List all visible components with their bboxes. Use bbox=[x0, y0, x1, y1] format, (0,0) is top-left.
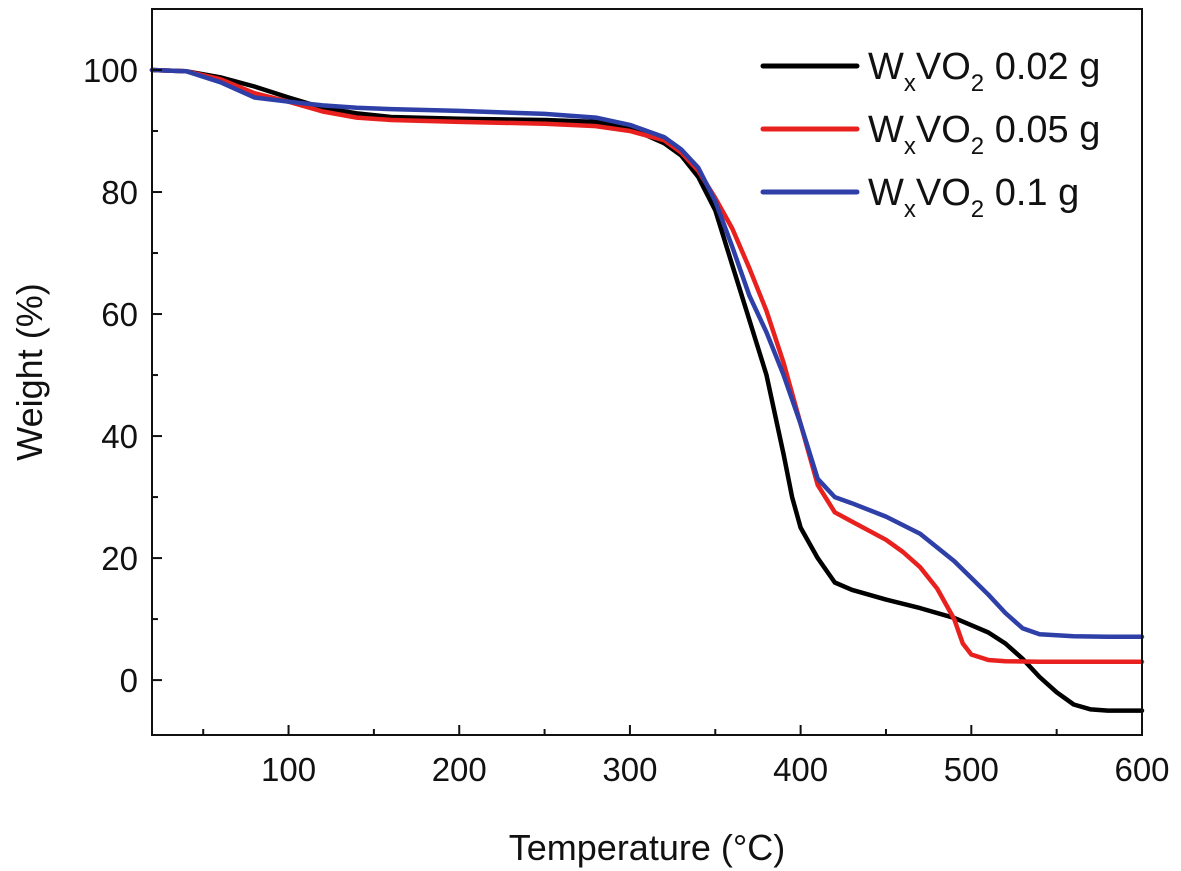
legend-label-1: WxVO2 0.02 g bbox=[868, 46, 1100, 97]
y-tick-label: 0 bbox=[120, 662, 138, 699]
y-tick-label: 100 bbox=[83, 52, 138, 89]
x-axis-title: Temperature (°C) bbox=[509, 827, 785, 868]
legend: WxVO2 0.02 g WxVO2 0.05 g WxVO2 0.1 g bbox=[760, 46, 1100, 223]
x-tick-label: 100 bbox=[261, 751, 316, 788]
x-tick-label: 500 bbox=[944, 751, 999, 788]
legend-label-2: WxVO2 0.05 g bbox=[868, 109, 1100, 160]
plot-frame bbox=[151, 8, 1143, 736]
x-tick-label: 300 bbox=[602, 751, 657, 788]
x-tick-label: 600 bbox=[1114, 751, 1169, 788]
series-line-3 bbox=[149, 67, 1145, 640]
series-line-1 bbox=[149, 67, 1145, 713]
axis-layer bbox=[151, 8, 1143, 736]
y-tick-label: 40 bbox=[101, 418, 138, 455]
x-tick-label: 400 bbox=[773, 751, 828, 788]
tick-layer: 100 200 300 400 500 600 0 20 40 60 80 100 bbox=[83, 8, 1170, 788]
series-line-2 bbox=[149, 67, 1145, 665]
y-axis-title: Weight (%) bbox=[9, 283, 50, 460]
y-tick-label: 60 bbox=[101, 296, 138, 333]
y-tick-label: 80 bbox=[101, 174, 138, 211]
legend-label-3: WxVO2 0.1 g bbox=[868, 172, 1079, 223]
series-layer bbox=[149, 67, 1145, 713]
x-tick-label: 200 bbox=[432, 751, 487, 788]
y-tick-label: 20 bbox=[101, 540, 138, 577]
